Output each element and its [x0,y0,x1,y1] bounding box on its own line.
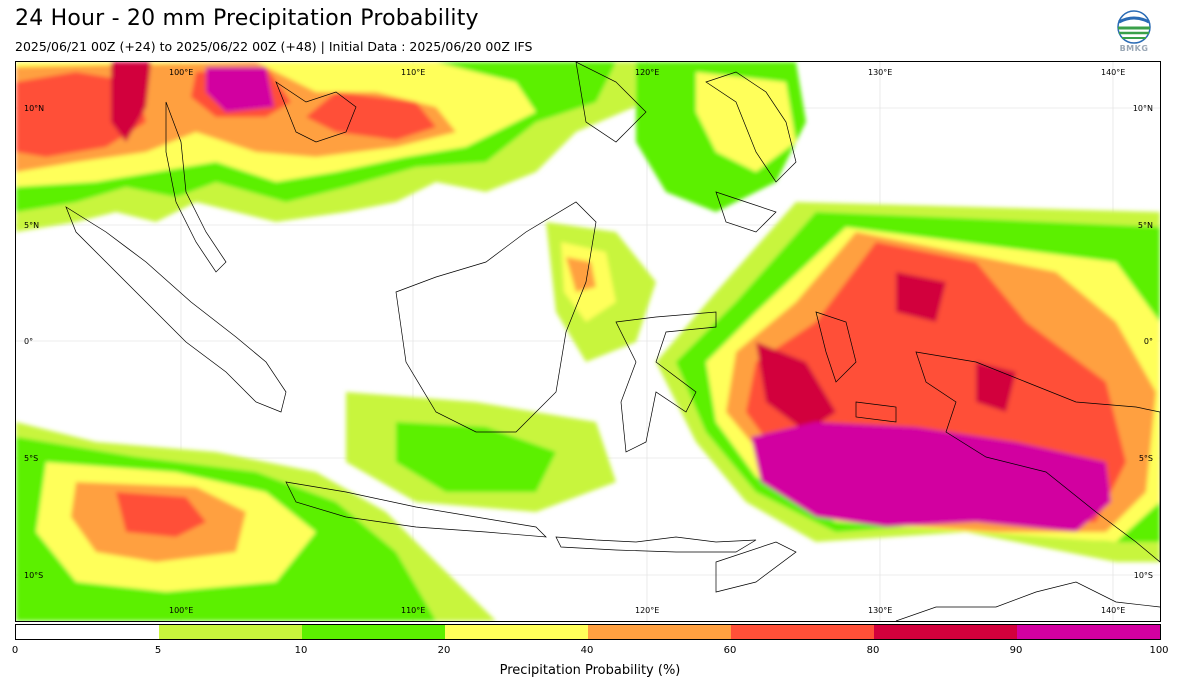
colorbar-tick-label: 0 [11,645,19,656]
lat-label: 0° [24,337,33,346]
colorbar-segment [445,625,588,639]
colorbar-tick-label: 90 [1009,645,1023,656]
colorbar-segment [874,625,1017,639]
logo-text: BMKG [1119,44,1149,53]
colorbar-segment [731,625,874,639]
lon-label: 130°E [868,68,892,77]
lat-labels-right: 10°N 5°N 0° 5°S 10°S [1133,104,1153,580]
colorbar-segment [1017,625,1160,639]
lon-label: 110°E [401,68,425,77]
colorbar-segment [159,625,302,639]
lon-label: 140°E [1101,606,1125,615]
lat-label: 10°S [24,571,43,580]
lon-labels-bottom: 100°E 110°E 120°E 130°E 140°E [169,606,1125,615]
lat-label: 10°N [1133,104,1153,113]
bmkg-logo [1117,10,1151,44]
chart-title: 24 Hour - 20 mm Precipitation Probabilit… [15,6,479,31]
lon-label: 100°E [169,68,193,77]
lat-label: 10°N [24,104,44,113]
lon-labels-top: 100°E 110°E 120°E 130°E 140°E [169,68,1125,77]
colorbar-tick-label: 100 [1149,645,1169,656]
colorbar-tick-label: 5 [154,645,162,656]
lat-label: 5°S [24,454,38,463]
colorbar-tick-label: 80 [866,645,880,656]
lon-label: 120°E [635,68,659,77]
precipitation-map: 100°E 110°E 120°E 130°E 140°E 100°E 110°… [15,61,1161,622]
lat-label: 5°S [1139,454,1153,463]
probability-field [16,62,1160,621]
colorbar-tick-label: 60 [723,645,737,656]
lon-label: 130°E [868,606,892,615]
chart-subtitle: 2025/06/21 00Z (+24) to 2025/06/22 00Z (… [15,39,533,54]
map-canvas: 100°E 110°E 120°E 130°E 140°E 100°E 110°… [16,62,1160,621]
colorbar-tick-label: 20 [437,645,451,656]
colorbar [15,624,1161,640]
lat-label: 5°N [24,221,39,230]
lat-label: 0° [1144,337,1153,346]
colorbar-tick-label: 10 [294,645,308,656]
coastlines [65,62,1160,621]
lat-label: 5°N [1138,221,1153,230]
colorbar-segment [302,625,445,639]
lon-label: 100°E [169,606,193,615]
lon-label: 120°E [635,606,659,615]
colorbar-segment [16,625,159,639]
lon-label: 110°E [401,606,425,615]
lat-labels-left: 10°N 5°N 0° 5°S 10°S [24,104,44,580]
lat-label: 10°S [1134,571,1153,580]
colorbar-tick-label: 40 [580,645,594,656]
colorbar-segment [588,625,731,639]
colorbar-title: Precipitation Probability (%) [499,663,681,678]
lon-label: 140°E [1101,68,1125,77]
